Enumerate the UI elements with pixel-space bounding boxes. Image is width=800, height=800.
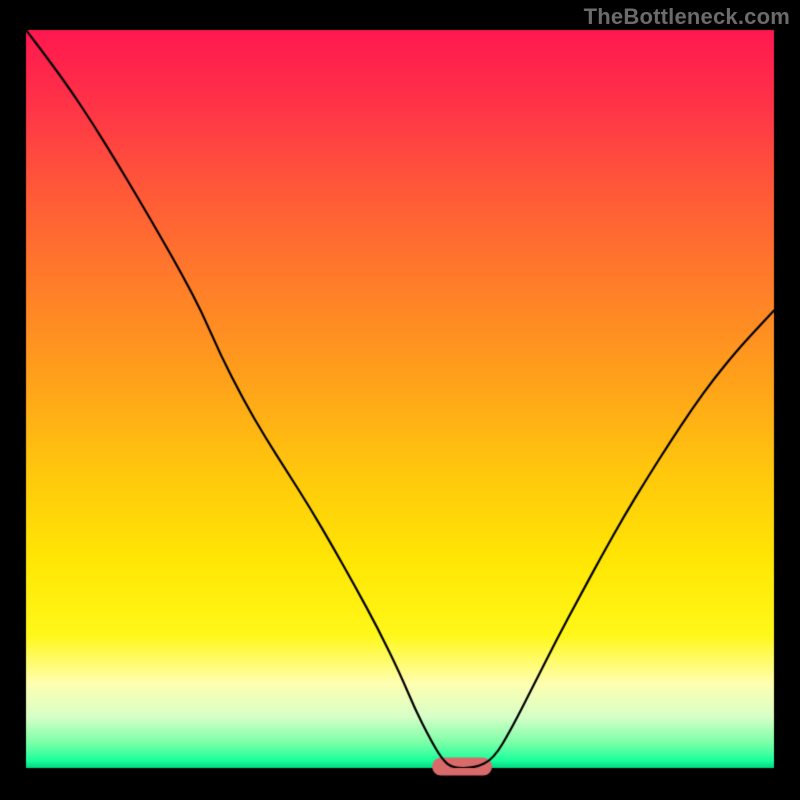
watermark-text: TheBottleneck.com <box>584 4 790 30</box>
chart-container: TheBottleneck.com <box>0 0 800 800</box>
bottleneck-curve-chart <box>0 0 800 800</box>
